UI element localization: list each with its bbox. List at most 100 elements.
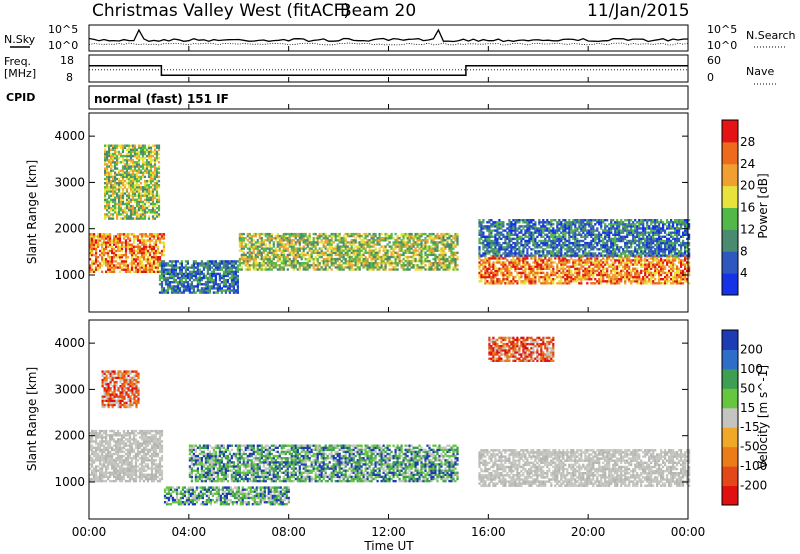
heatmap-cell [632, 280, 635, 283]
heatmap-cell [602, 278, 605, 281]
heatmap-cell [448, 268, 451, 271]
heatmap-cell [554, 229, 557, 232]
heatmap-cell [584, 269, 587, 273]
heatmap-cell [370, 234, 373, 238]
heatmap-cell [524, 254, 527, 257]
heatmap-cell [214, 266, 217, 269]
heatmap-cell [127, 192, 131, 195]
heatmap-cell [616, 271, 619, 275]
heatmap-cell [147, 217, 151, 220]
heatmap-cell [139, 213, 143, 216]
heatmap-cell [133, 209, 137, 212]
heatmap-cell [117, 249, 120, 253]
heatmap-cell [380, 257, 383, 261]
heatmap-cell [106, 165, 109, 168]
heatmap-cell [188, 272, 191, 276]
heatmap-cell [444, 232, 447, 236]
heatmap-cell [184, 287, 187, 290]
heatmap-cell [308, 249, 311, 252]
heatmap-cell [296, 268, 299, 271]
heatmap-cell [484, 282, 487, 285]
heatmap-cell [610, 278, 613, 281]
heatmap-cell [282, 253, 285, 257]
heatmap-cell [128, 249, 132, 253]
heatmap-cell [486, 227, 489, 230]
heatmap-cell [580, 265, 583, 268]
heatmap-cell [500, 261, 503, 264]
heatmap-cell [552, 248, 555, 251]
heatmap-cell [400, 259, 403, 263]
heatmap-cell [149, 175, 153, 179]
heatmap-cell [129, 209, 133, 212]
heatmap-cell [135, 182, 139, 185]
heatmap-cell [454, 257, 457, 261]
heatmap-cell [212, 291, 215, 294]
heatmap-cell [414, 259, 417, 263]
heatmap-cell [596, 269, 599, 273]
heatmap-cell [145, 186, 149, 189]
heatmap-cell [364, 257, 367, 261]
heatmap-cell [254, 255, 257, 259]
heatmap-cell [348, 232, 351, 236]
heatmap-cell [560, 225, 563, 228]
heatmap-cell [354, 259, 357, 263]
heatmap-cell [604, 271, 607, 275]
heatmap-cell [131, 192, 135, 195]
heatmap-cell [420, 247, 423, 250]
heatmap-cell [314, 257, 317, 261]
heatmap-cell [564, 257, 567, 260]
heatmap-cell [446, 245, 449, 248]
heatmap-cell [408, 259, 411, 263]
heatmap-cell [234, 276, 237, 280]
heatmap-cell [119, 182, 123, 185]
heatmap-cell [620, 271, 623, 275]
heatmap-cell [334, 266, 337, 269]
heatmap-cell [105, 235, 108, 238]
heatmap-cell [106, 186, 109, 189]
heatmap-cell [510, 229, 513, 232]
heatmap-cell [558, 235, 561, 238]
heatmap-cell [580, 257, 583, 260]
heatmap-cell [624, 278, 627, 281]
heatmap-cell [324, 262, 327, 265]
heatmap-cell [496, 223, 499, 226]
heatmap-cell [548, 246, 551, 249]
heatmap-cell [230, 285, 233, 288]
heatmap-cell [518, 231, 521, 234]
heatmap-cell [184, 260, 187, 263]
heatmap-cell [109, 235, 112, 238]
heatmap-cell [570, 250, 573, 253]
heatmap-cell [138, 241, 142, 244]
heatmap-cell [116, 192, 119, 195]
heatmap-cell [286, 253, 289, 257]
heatmap-cell [478, 273, 481, 277]
heatmap-cell [650, 265, 653, 268]
heatmap-cell [140, 243, 144, 246]
heatmap-cell [438, 264, 441, 267]
heatmap-cell [416, 232, 419, 236]
heatmap-cell [312, 243, 315, 246]
heatmap-cell [340, 255, 343, 259]
heatmap-cell [506, 252, 509, 255]
heatmap-cell [276, 241, 279, 244]
heatmap-cell [560, 282, 563, 285]
heatmap-cell [122, 235, 126, 238]
heatmap-cell [135, 213, 139, 216]
heatmap-cell [628, 273, 631, 277]
heatmap-cell [149, 157, 153, 160]
heatmap-cell [151, 196, 155, 199]
heatmap-cell [244, 255, 247, 259]
heatmap-cell [133, 169, 137, 172]
heatmap-cell [624, 257, 627, 260]
heatmap-cell [258, 249, 261, 252]
heatmap-cell [268, 264, 271, 267]
heatmap-cell [112, 217, 115, 220]
heatmap-cell [134, 268, 138, 271]
heatmap-cell [116, 159, 119, 162]
heatmap-cell [268, 259, 271, 263]
heatmap-cell [560, 267, 563, 270]
heatmap-cell [454, 259, 457, 263]
heatmap-cell [158, 262, 162, 265]
heatmap-cell [212, 270, 215, 273]
heatmap-cell [540, 235, 543, 238]
